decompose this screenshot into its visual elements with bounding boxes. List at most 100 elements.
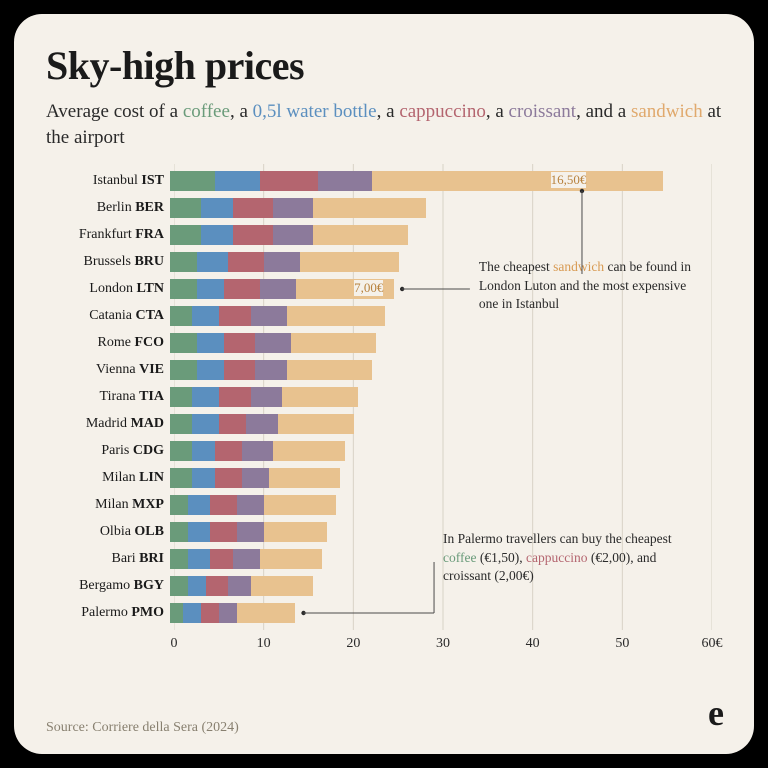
stacked-bar — [170, 360, 372, 380]
bar-segment — [188, 576, 206, 596]
bar-segment — [251, 576, 314, 596]
bar-segment — [170, 333, 197, 353]
bar-segment — [210, 522, 237, 542]
bar-segment — [228, 576, 250, 596]
subtitle-text: , a — [377, 101, 400, 122]
airport-label: Frankfurt FRA — [46, 227, 170, 243]
callout-value-ltn: 7,00€ — [354, 280, 383, 296]
bar-segment — [170, 306, 192, 326]
bar-segment — [197, 252, 228, 272]
bar-segment — [201, 225, 232, 245]
bar-segment — [237, 603, 295, 623]
bar-segment — [291, 333, 376, 353]
stacked-bar — [170, 522, 327, 542]
bar-segment — [192, 441, 214, 461]
bar-segment — [197, 333, 224, 353]
subtitle-text: , a — [230, 101, 253, 122]
bar-segment — [188, 549, 210, 569]
bar-segment — [237, 522, 264, 542]
bar-segment — [192, 306, 219, 326]
bar-segment — [255, 360, 286, 380]
stacked-bar — [170, 576, 313, 596]
airport-label: Tirana TIA — [46, 389, 170, 405]
bar-segment — [170, 576, 188, 596]
bar-segment — [170, 414, 192, 434]
bar-segment — [233, 198, 273, 218]
bar-segment — [313, 198, 425, 218]
stacked-bar — [170, 333, 376, 353]
stacked-bar-chart: Istanbul IST Berlin BER Frankfurt FRA Bruss… — [46, 164, 722, 674]
bar-segment — [170, 225, 201, 245]
chart-subtitle: Average cost of a coffee, a 0,5l water b… — [46, 99, 722, 150]
x-axis-tick-label: 20 — [346, 636, 360, 652]
chart-card: Sky-high prices Average cost of a coffee… — [14, 14, 754, 754]
legend-word-coffee: coffee — [183, 101, 230, 122]
bar-segment — [372, 171, 663, 191]
bar-segment — [188, 522, 210, 542]
bar-segment — [219, 603, 237, 623]
bar-segment — [313, 225, 407, 245]
airport-label: Vienna VIE — [46, 362, 170, 378]
bar-segment — [273, 441, 345, 461]
bar-segment — [192, 387, 219, 407]
bar-segment — [215, 441, 242, 461]
airport-label: Brussels BRU — [46, 254, 170, 270]
table-row: Vienna VIE — [46, 357, 722, 383]
airport-label: Berlin BER — [46, 200, 170, 216]
table-row: Istanbul IST — [46, 168, 722, 194]
bar-segment — [251, 306, 287, 326]
annotation-palermo: In Palermo travellers can buy the cheape… — [443, 530, 683, 585]
bar-segment — [197, 360, 224, 380]
legend-word-croissant: croissant — [509, 101, 577, 122]
stacked-bar — [170, 198, 426, 218]
table-row: Frankfurt FRA — [46, 222, 722, 248]
table-row: Paris CDG — [46, 438, 722, 464]
table-row: Madrid MAD — [46, 411, 722, 437]
table-row: Tirana TIA — [46, 384, 722, 410]
bar-segment — [170, 468, 192, 488]
bar-segment — [170, 603, 183, 623]
bar-segment — [255, 333, 291, 353]
bar-segment — [233, 225, 273, 245]
table-row: Palermo PMO — [46, 600, 722, 626]
airport-label: London LTN — [46, 281, 170, 297]
bar-segment — [228, 252, 264, 272]
bar-segment — [215, 468, 242, 488]
bar-segment — [264, 252, 300, 272]
annotation-text: (€1,50), — [476, 550, 526, 565]
table-row: Milan LIN — [46, 465, 722, 491]
bar-segment — [170, 360, 197, 380]
bar-segment — [170, 387, 192, 407]
airport-label: Milan MXP — [46, 497, 170, 513]
x-axis-tick-label: 30 — [436, 636, 450, 652]
bar-segment — [282, 387, 358, 407]
stacked-bar — [170, 441, 345, 461]
x-axis-tick-label: 60€ — [702, 636, 723, 652]
stacked-bar — [170, 252, 399, 272]
source-citation: Source: Corriere della Sera (2024) — [46, 720, 239, 736]
table-row: Milan MXP — [46, 492, 722, 518]
bar-segment — [246, 414, 277, 434]
bar-segment — [273, 225, 313, 245]
stacked-bar — [170, 306, 385, 326]
bar-segment — [170, 198, 201, 218]
airport-label: Paris CDG — [46, 443, 170, 459]
bar-segment — [287, 306, 386, 326]
table-row: Rome FCO — [46, 330, 722, 356]
bar-segment — [183, 603, 201, 623]
airport-label: Bergamo BGY — [46, 578, 170, 594]
bar-segment — [201, 198, 232, 218]
table-row: Berlin BER — [46, 195, 722, 221]
bar-segment — [215, 171, 260, 191]
bar-segment — [242, 441, 273, 461]
bar-segment — [287, 360, 372, 380]
bar-segment — [269, 468, 341, 488]
bar-segment — [210, 549, 232, 569]
airport-label: Madrid MAD — [46, 416, 170, 432]
bar-segment — [219, 414, 246, 434]
airport-label: Milan LIN — [46, 470, 170, 486]
bar-segment — [170, 279, 197, 299]
bar-segment — [264, 522, 327, 542]
bar-segment — [260, 549, 323, 569]
subtitle-text: , and a — [576, 101, 631, 122]
